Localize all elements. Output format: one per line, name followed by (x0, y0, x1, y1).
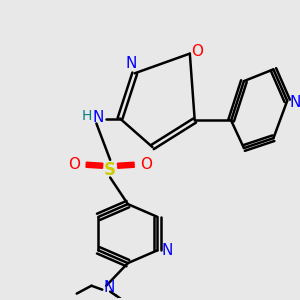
Text: O: O (191, 44, 203, 59)
Text: N: N (125, 56, 136, 71)
Text: S: S (104, 161, 116, 179)
Text: N: N (103, 280, 115, 295)
Text: H: H (81, 109, 92, 123)
Text: O: O (140, 157, 152, 172)
Text: N: N (93, 110, 104, 125)
Text: N: N (290, 95, 300, 110)
Text: O: O (68, 157, 80, 172)
Text: N: N (161, 243, 173, 258)
